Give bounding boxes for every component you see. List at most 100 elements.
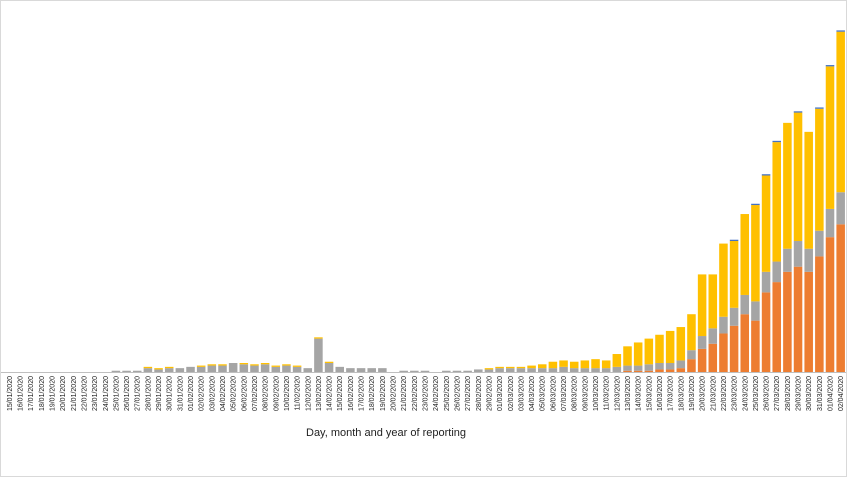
- bar-segment-s0-62: [665, 369, 675, 372]
- bar-segment-s0-64: [687, 359, 696, 372]
- x-tick-label: 05/02/2020: [231, 376, 238, 411]
- bar-segment-s1-14: [154, 369, 163, 372]
- bar-segment-s1-61: [655, 363, 664, 370]
- x-tick-label: 07/03/2020: [561, 376, 568, 411]
- bar-segment-s2-46: [495, 366, 504, 369]
- x-tick-label: 22/03/2020: [721, 376, 728, 411]
- x-tick-label: 20/02/2020: [391, 376, 398, 411]
- x-tick-label: 13/02/2020: [316, 376, 323, 411]
- x-tick-label: 03/02/2020: [209, 376, 216, 411]
- bar-segment-s1-68: [729, 307, 739, 326]
- bar-segment-s1-57: [612, 366, 622, 372]
- bars-group: [111, 30, 845, 372]
- x-tick-label: 02/04/2020: [838, 376, 845, 411]
- bar-segment-s2-30: [324, 361, 334, 364]
- bar-segment-s2-15: [164, 366, 174, 369]
- bar-segment-s0-67: [719, 333, 728, 372]
- bar-segment-s2-54: [580, 360, 590, 369]
- bar-segment-s3-76: [815, 107, 824, 109]
- x-tick-label: 11/03/2020: [604, 376, 611, 411]
- x-tick-label: 08/02/2020: [263, 376, 270, 411]
- x-tick-label: 14/02/2020: [327, 376, 334, 411]
- bar-segment-s1-38: [410, 370, 419, 372]
- bar-segment-s0-68: [729, 325, 739, 372]
- bar-segment-s1-41: [442, 370, 451, 372]
- bar-segment-s1-30: [324, 363, 334, 372]
- bar-segment-s1-44: [474, 369, 483, 372]
- x-tick-label: 22/01/2020: [81, 376, 88, 411]
- bar-segment-s0-63: [676, 368, 686, 372]
- bar-segment-s1-39: [420, 370, 430, 372]
- bar-segment-s1-63: [676, 360, 686, 369]
- bar-segment-s2-63: [676, 327, 686, 361]
- bar-segment-s1-32: [346, 368, 355, 372]
- x-tick-label: 17/02/2020: [359, 376, 366, 411]
- bar-segment-s1-37: [399, 370, 408, 372]
- bar-segment-s2-60: [644, 338, 654, 365]
- bar-segment-s3-68: [729, 239, 739, 242]
- x-tick-label: 14/03/2020: [636, 376, 643, 411]
- x-tick-label: 21/02/2020: [401, 376, 408, 411]
- bar-segment-s2-26: [282, 364, 291, 366]
- bar-segment-s1-25: [271, 366, 281, 372]
- x-tick-label: 16/01/2020: [17, 376, 24, 411]
- bar-segment-s2-67: [719, 243, 728, 317]
- bar-segment-s2-22: [239, 363, 249, 365]
- x-tick-label: 21/01/2020: [71, 376, 78, 411]
- bar-segment-s1-31: [335, 366, 344, 372]
- bar-segment-s0-72: [772, 282, 781, 372]
- bar-segment-s1-56: [601, 368, 611, 372]
- bar-segment-s1-77: [825, 208, 835, 238]
- x-tick-label: 04/02/2020: [220, 376, 227, 411]
- x-tick-label: 05/03/2020: [540, 376, 547, 411]
- bar-segment-s2-25: [271, 365, 281, 367]
- x-tick-label: 02/02/2020: [199, 376, 206, 411]
- x-tick-label: 25/03/2020: [753, 376, 760, 411]
- bar-segment-s2-77: [825, 66, 835, 209]
- bar-segment-s1-64: [687, 350, 696, 360]
- x-tick-label: 24/01/2020: [103, 376, 110, 411]
- bar-segment-s0-71: [761, 292, 771, 372]
- x-tick-label: 18/03/2020: [678, 376, 685, 411]
- x-tick-label: 27/01/2020: [135, 376, 142, 411]
- bar-segment-s0-75: [804, 271, 813, 372]
- bar-segment-s2-76: [815, 108, 824, 231]
- bar-segment-s1-47: [506, 368, 515, 372]
- x-tick-label: 16/02/2020: [348, 376, 355, 411]
- bar-segment-s1-74: [793, 241, 803, 267]
- bar-segment-s1-35: [378, 368, 387, 372]
- x-tick-label: 30/03/2020: [806, 376, 813, 411]
- bar-segment-s2-53: [569, 361, 579, 369]
- bar-segment-s2-70: [751, 205, 760, 302]
- x-tick-label: 24/02/2020: [433, 376, 440, 411]
- bar-segment-s1-13: [143, 368, 153, 372]
- bar-segment-s0-59: [633, 370, 643, 372]
- bar-segment-s1-67: [719, 316, 728, 334]
- bar-segment-s2-71: [761, 175, 771, 272]
- bar-segment-s1-27: [292, 366, 302, 372]
- x-tick-label: 03/03/2020: [518, 376, 525, 411]
- bar-segment-s1-23: [250, 365, 259, 372]
- x-tick-label: 29/02/2020: [486, 376, 493, 411]
- x-tick-label: 10/02/2020: [284, 376, 291, 411]
- x-tick-label: 08/03/2020: [572, 376, 579, 411]
- bar-segment-s1-19: [207, 365, 217, 372]
- bar-segment-s1-28: [303, 368, 313, 372]
- bar-segment-s2-78: [836, 31, 845, 193]
- x-tick-label: 23/01/2020: [92, 376, 99, 411]
- x-tick-label: 15/01/2020: [7, 376, 14, 411]
- bar-segment-s2-66: [708, 274, 718, 329]
- bar-segment-s2-45: [484, 368, 494, 370]
- bar-segment-s2-51: [548, 361, 558, 369]
- x-tick-label: 16/03/2020: [657, 376, 664, 411]
- bar-segment-s2-57: [612, 354, 622, 367]
- bar-segment-s2-18: [196, 365, 206, 367]
- x-tick-label: 20/03/2020: [700, 376, 707, 411]
- bar-segment-s3-70: [751, 203, 760, 206]
- x-tick-label: 12/03/2020: [614, 376, 621, 411]
- bar-segment-s1-54: [580, 368, 590, 372]
- bar-segment-s1-52: [559, 366, 568, 372]
- bar-segment-s1-53: [569, 368, 579, 372]
- x-tick-label: 18/02/2020: [369, 376, 376, 411]
